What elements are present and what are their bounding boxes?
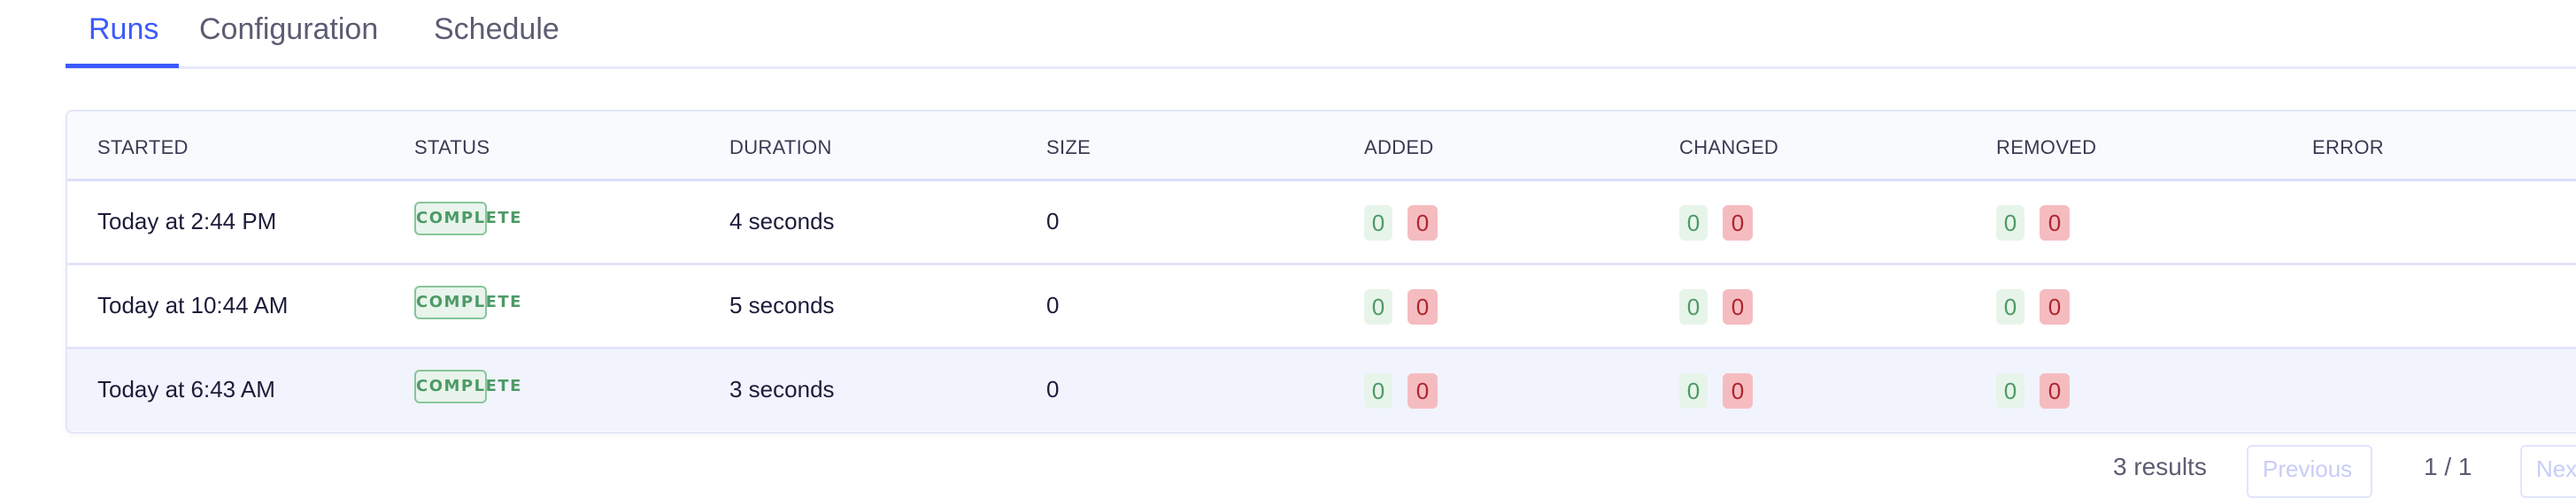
- started-cell: Today at 10:44 AM: [97, 292, 289, 318]
- table-header: STARTED STATUS DURATION SIZE ADDED CHANGED REM…: [67, 111, 2576, 181]
- changed-minus-count: 0: [1723, 205, 1753, 241]
- added-minus-count: 0: [1408, 205, 1438, 241]
- column-header-error: ERROR: [2312, 136, 2384, 158]
- changed-plus-count: 0: [1679, 373, 1708, 409]
- size-cell: 0: [1046, 292, 1060, 318]
- tab-runs[interactable]: Runs: [89, 12, 159, 46]
- table-row[interactable]: Today at 6:43 AM COMPLETE 3 seconds 0 0 0 0 0 0 0: [67, 349, 2576, 431]
- removed-minus-count: 0: [2040, 289, 2070, 325]
- removed-minus-count: 0: [2040, 373, 2070, 409]
- changed-minus-count: 0: [1723, 373, 1753, 409]
- tab-schedule[interactable]: Schedule: [434, 12, 559, 46]
- column-header-changed: CHANGED: [1679, 136, 1779, 158]
- column-header-started: STARTED: [97, 136, 189, 158]
- previous-button[interactable]: Previous: [2247, 445, 2372, 498]
- added-minus-count: 0: [1408, 289, 1438, 325]
- runs-table: STARTED STATUS DURATION SIZE ADDED CHANGED REM…: [66, 110, 2576, 433]
- removed-minus-count: 0: [2040, 205, 2070, 241]
- status-badge: COMPLETE: [414, 370, 521, 403]
- column-header-added: ADDED: [1364, 136, 1434, 158]
- duration-cell: 4 seconds: [729, 208, 835, 234]
- page-indicator: 1 / 1: [2424, 453, 2472, 480]
- tab-configuration[interactable]: Configuration: [199, 12, 379, 46]
- added-minus-count: 0: [1408, 373, 1438, 409]
- column-header-duration: DURATION: [729, 136, 832, 158]
- table-row[interactable]: Today at 2:44 PM COMPLETE 4 seconds 0 0 0 0 0 0 0: [67, 181, 2576, 265]
- duration-cell: 5 seconds: [729, 292, 835, 318]
- started-cell: Today at 2:44 PM: [97, 208, 277, 234]
- removed-plus-count: 0: [1996, 373, 2025, 409]
- changed-minus-count: 0: [1723, 289, 1753, 325]
- changed-plus-count: 0: [1679, 289, 1708, 325]
- size-cell: 0: [1046, 376, 1060, 402]
- column-header-size: SIZE: [1046, 136, 1091, 158]
- tab-bar: Runs Configuration Schedule: [66, 0, 2576, 69]
- added-plus-count: 0: [1364, 205, 1392, 241]
- added-plus-count: 0: [1364, 289, 1392, 325]
- active-tab-indicator: [66, 64, 179, 68]
- started-cell: Today at 6:43 AM: [97, 376, 275, 402]
- duration-cell: 3 seconds: [729, 376, 835, 402]
- status-badge: COMPLETE: [414, 286, 521, 319]
- removed-plus-count: 0: [1996, 205, 2025, 241]
- column-header-removed: REMOVED: [1996, 136, 2097, 158]
- size-cell: 0: [1046, 208, 1060, 234]
- changed-plus-count: 0: [1679, 205, 1708, 241]
- table-row[interactable]: Today at 10:44 AM COMPLETE 5 seconds 0 0 0 0 0 0…: [67, 265, 2576, 349]
- column-header-status: STATUS: [414, 136, 490, 158]
- removed-plus-count: 0: [1996, 289, 2025, 325]
- next-button[interactable]: Next: [2520, 445, 2576, 498]
- added-plus-count: 0: [1364, 373, 1392, 409]
- status-badge: COMPLETE: [414, 202, 521, 235]
- results-count: 3 results: [2113, 453, 2207, 480]
